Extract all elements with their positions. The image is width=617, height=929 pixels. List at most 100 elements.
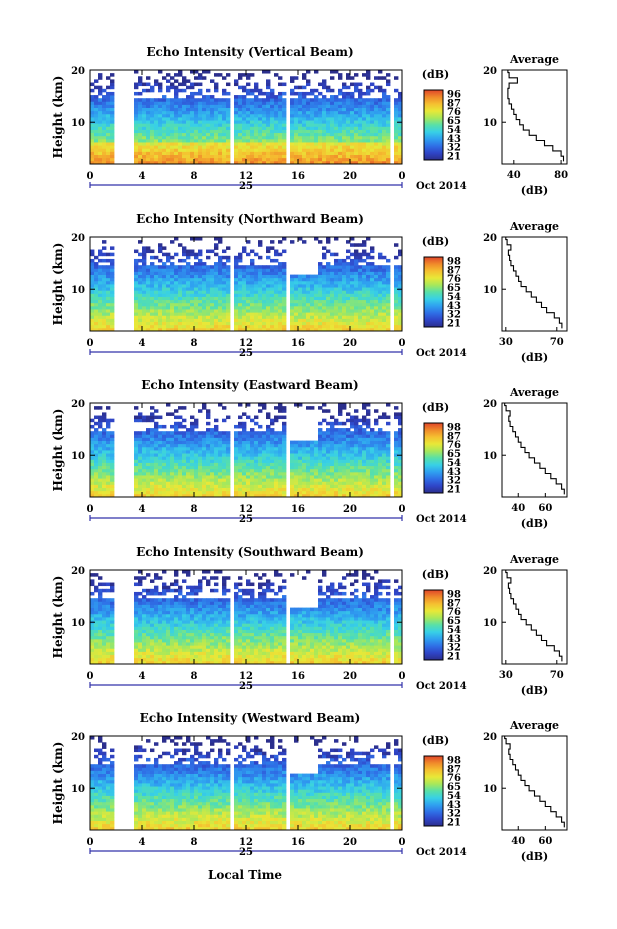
heatmap-cell (158, 315, 163, 319)
heatmap-cell (362, 277, 367, 282)
heatmap-cell (258, 268, 263, 272)
heatmap-cell (206, 98, 211, 102)
heatmap-cell (150, 126, 155, 130)
heatmap-cell (206, 456, 211, 460)
heatmap-cell (214, 117, 219, 121)
heatmap-cell (174, 428, 179, 432)
heatmap-cell (138, 315, 143, 319)
heatmap-cell (170, 434, 175, 438)
heatmap-cell (206, 487, 211, 492)
heatmap-cell (386, 101, 391, 105)
heatmap-cell (134, 321, 139, 326)
heatmap-cell (258, 138, 263, 143)
heatmap-cell (294, 104, 299, 108)
heatmap-cell (290, 79, 295, 83)
heatmap-cell (234, 309, 239, 313)
heatmap-cell (326, 462, 331, 467)
heatmap-cell (182, 456, 187, 460)
heatmap-cell (226, 290, 231, 294)
heatmap-cell (202, 265, 207, 269)
heatmap-cell (162, 321, 167, 326)
heatmap-cell (326, 471, 331, 476)
heatmap-cell (338, 446, 343, 451)
heatmap-cell (346, 91, 351, 96)
heatmap-cell (302, 95, 307, 99)
heatmap-cell (314, 132, 319, 137)
heatmap-cell (314, 160, 319, 165)
heatmap-cell (190, 459, 195, 463)
heatmap-cell (326, 85, 331, 90)
heatmap-cell (206, 312, 211, 316)
heatmap-cell (262, 265, 267, 269)
heatmap-cell (162, 246, 167, 250)
heatmap-cell (214, 446, 219, 451)
heatmap-cell (238, 142, 243, 146)
heatmap-cell (150, 120, 155, 124)
heatmap-cell (146, 418, 151, 423)
heatmap-cell (326, 465, 331, 470)
heatmap-cell (334, 268, 339, 272)
heatmap-cell (242, 493, 247, 498)
heatmap-cell (170, 274, 175, 279)
heatmap-cell (250, 428, 255, 432)
heatmap-cell (186, 453, 191, 457)
heatmap-cell (334, 312, 339, 316)
heatmap-cell (330, 421, 335, 426)
heatmap-cell (110, 126, 115, 130)
heatmap-cell (166, 315, 171, 319)
heatmap-cell (374, 305, 379, 310)
heatmap-cell (318, 82, 323, 87)
heatmap-cell (246, 129, 251, 134)
heatmap-cell (258, 324, 263, 329)
heatmap-cell (350, 471, 355, 476)
heatmap-cell (102, 453, 107, 457)
heatmap-cell (178, 299, 183, 304)
heatmap-cell (262, 431, 267, 435)
heatmap-cell (158, 287, 163, 291)
heatmap-cell (166, 431, 171, 435)
heatmap-cell (186, 268, 191, 272)
heatmap-cell (398, 113, 403, 118)
heatmap-cell (398, 302, 403, 307)
heatmap-cell (250, 98, 255, 102)
heatmap-cell (234, 453, 239, 457)
heatmap-cell (178, 148, 183, 152)
heatmap-cell (350, 296, 355, 301)
heatmap-cell (306, 490, 311, 495)
heatmap-cell (94, 126, 99, 130)
heatmap-cell (214, 104, 219, 108)
heatmap-cell (198, 462, 203, 467)
heatmap-cell (226, 450, 231, 454)
heatmap-cell (290, 101, 295, 105)
heatmap-cell (310, 138, 315, 143)
heatmap-cell (150, 151, 155, 155)
heatmap-cell (162, 265, 167, 269)
heatmap-cell (162, 110, 167, 115)
heatmap-cell (94, 321, 99, 326)
heatmap-cell (250, 450, 255, 454)
heatmap-cell (270, 120, 275, 124)
heatmap-cell (278, 431, 283, 435)
heatmap-cell (134, 318, 139, 322)
heatmap-cell (370, 132, 375, 137)
heatmap-cell (342, 421, 347, 426)
heatmap-cell (138, 309, 143, 313)
heatmap-cell (378, 117, 383, 121)
heatmap-cell (242, 73, 247, 77)
heatmap-cell (250, 459, 255, 463)
heatmap-cell (354, 277, 359, 282)
heatmap-cell (322, 142, 327, 146)
heatmap-cell (102, 277, 107, 282)
heatmap-cell (102, 154, 107, 159)
heatmap-cell (334, 132, 339, 137)
heatmap-cell (178, 484, 183, 488)
heatmap-cell (170, 157, 175, 162)
heatmap-cell (178, 475, 183, 479)
heatmap-cell (250, 315, 255, 319)
heatmap-cell (210, 290, 215, 294)
heatmap-cell (246, 274, 251, 279)
heatmap-cell (326, 249, 331, 254)
heatmap-cell (318, 305, 323, 310)
heatmap-cell (270, 277, 275, 282)
heatmap-cell (334, 428, 339, 432)
